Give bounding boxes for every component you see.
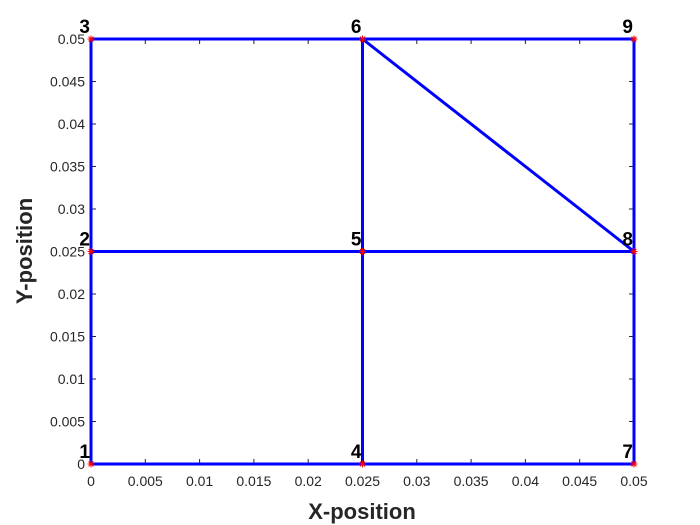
y-tick-label: 0.01 [58, 371, 85, 387]
y-tick-label: 0.005 [50, 414, 85, 430]
x-tick-label: 0.045 [562, 473, 597, 489]
node-marker-3 [87, 35, 95, 43]
x-tick-label: 0.005 [128, 473, 163, 489]
node-label-4: 4 [351, 442, 362, 463]
y-tick-label: 0.045 [50, 74, 85, 90]
x-tick-label: 0.04 [512, 473, 539, 489]
node-marker-6 [359, 35, 366, 43]
x-tick-label: 0.02 [295, 473, 322, 489]
node-label-9: 9 [622, 17, 633, 38]
node-marker-9 [630, 35, 638, 43]
node-marker-5 [359, 248, 366, 255]
y-tick-label: 0.035 [50, 159, 85, 175]
node-label-3: 3 [79, 17, 90, 38]
y-tick-label: 0.04 [58, 116, 85, 132]
node-label-1: 1 [79, 442, 90, 463]
y-tick-label: 0.02 [58, 286, 85, 302]
node-marker-1 [87, 460, 95, 468]
node-label-6: 6 [351, 17, 362, 38]
x-tick-label: 0.025 [345, 473, 380, 489]
y-tick-label: 0 [77, 456, 85, 472]
mesh-edges [89, 37, 636, 466]
node-marker-8 [630, 248, 638, 255]
node-label-2: 2 [79, 230, 90, 251]
y-tick-label: 0.015 [50, 329, 85, 345]
node-marker-7 [630, 460, 638, 468]
mesh-edge-6-8 [361, 37, 636, 253]
x-axis-title: X-position [308, 499, 416, 524]
x-tick-label: 0.05 [620, 473, 647, 489]
y-axis-ticks: 0 0.005 0.01 0.015 0.02 0.025 0.03 0.035 0.04 0.0… [50, 31, 634, 472]
y-axis-title: Y-position [12, 198, 37, 304]
node-label-5: 5 [351, 230, 362, 251]
x-tick-label: 0.03 [403, 473, 430, 489]
node-label-8: 8 [622, 230, 633, 251]
node-labels: 1 2 3 4 5 6 7 8 9 [79, 17, 633, 463]
x-tick-label: 0.035 [454, 473, 489, 489]
node-markers [87, 35, 638, 468]
node-marker-2 [87, 248, 95, 255]
node-marker-4 [359, 460, 366, 468]
y-tick-label: 0.025 [50, 244, 85, 260]
y-tick-label: 0.05 [58, 31, 85, 47]
x-tick-label: 0.01 [186, 473, 213, 489]
x-axis-ticks: 0 0.005 0.01 0.015 0.02 0.025 0.03 0.035 0.04 0.0… [87, 39, 648, 489]
x-tick-label: 0 [87, 473, 95, 489]
x-tick-label: 0.015 [236, 473, 271, 489]
node-label-7: 7 [622, 442, 633, 463]
y-tick-label: 0.03 [58, 201, 85, 217]
